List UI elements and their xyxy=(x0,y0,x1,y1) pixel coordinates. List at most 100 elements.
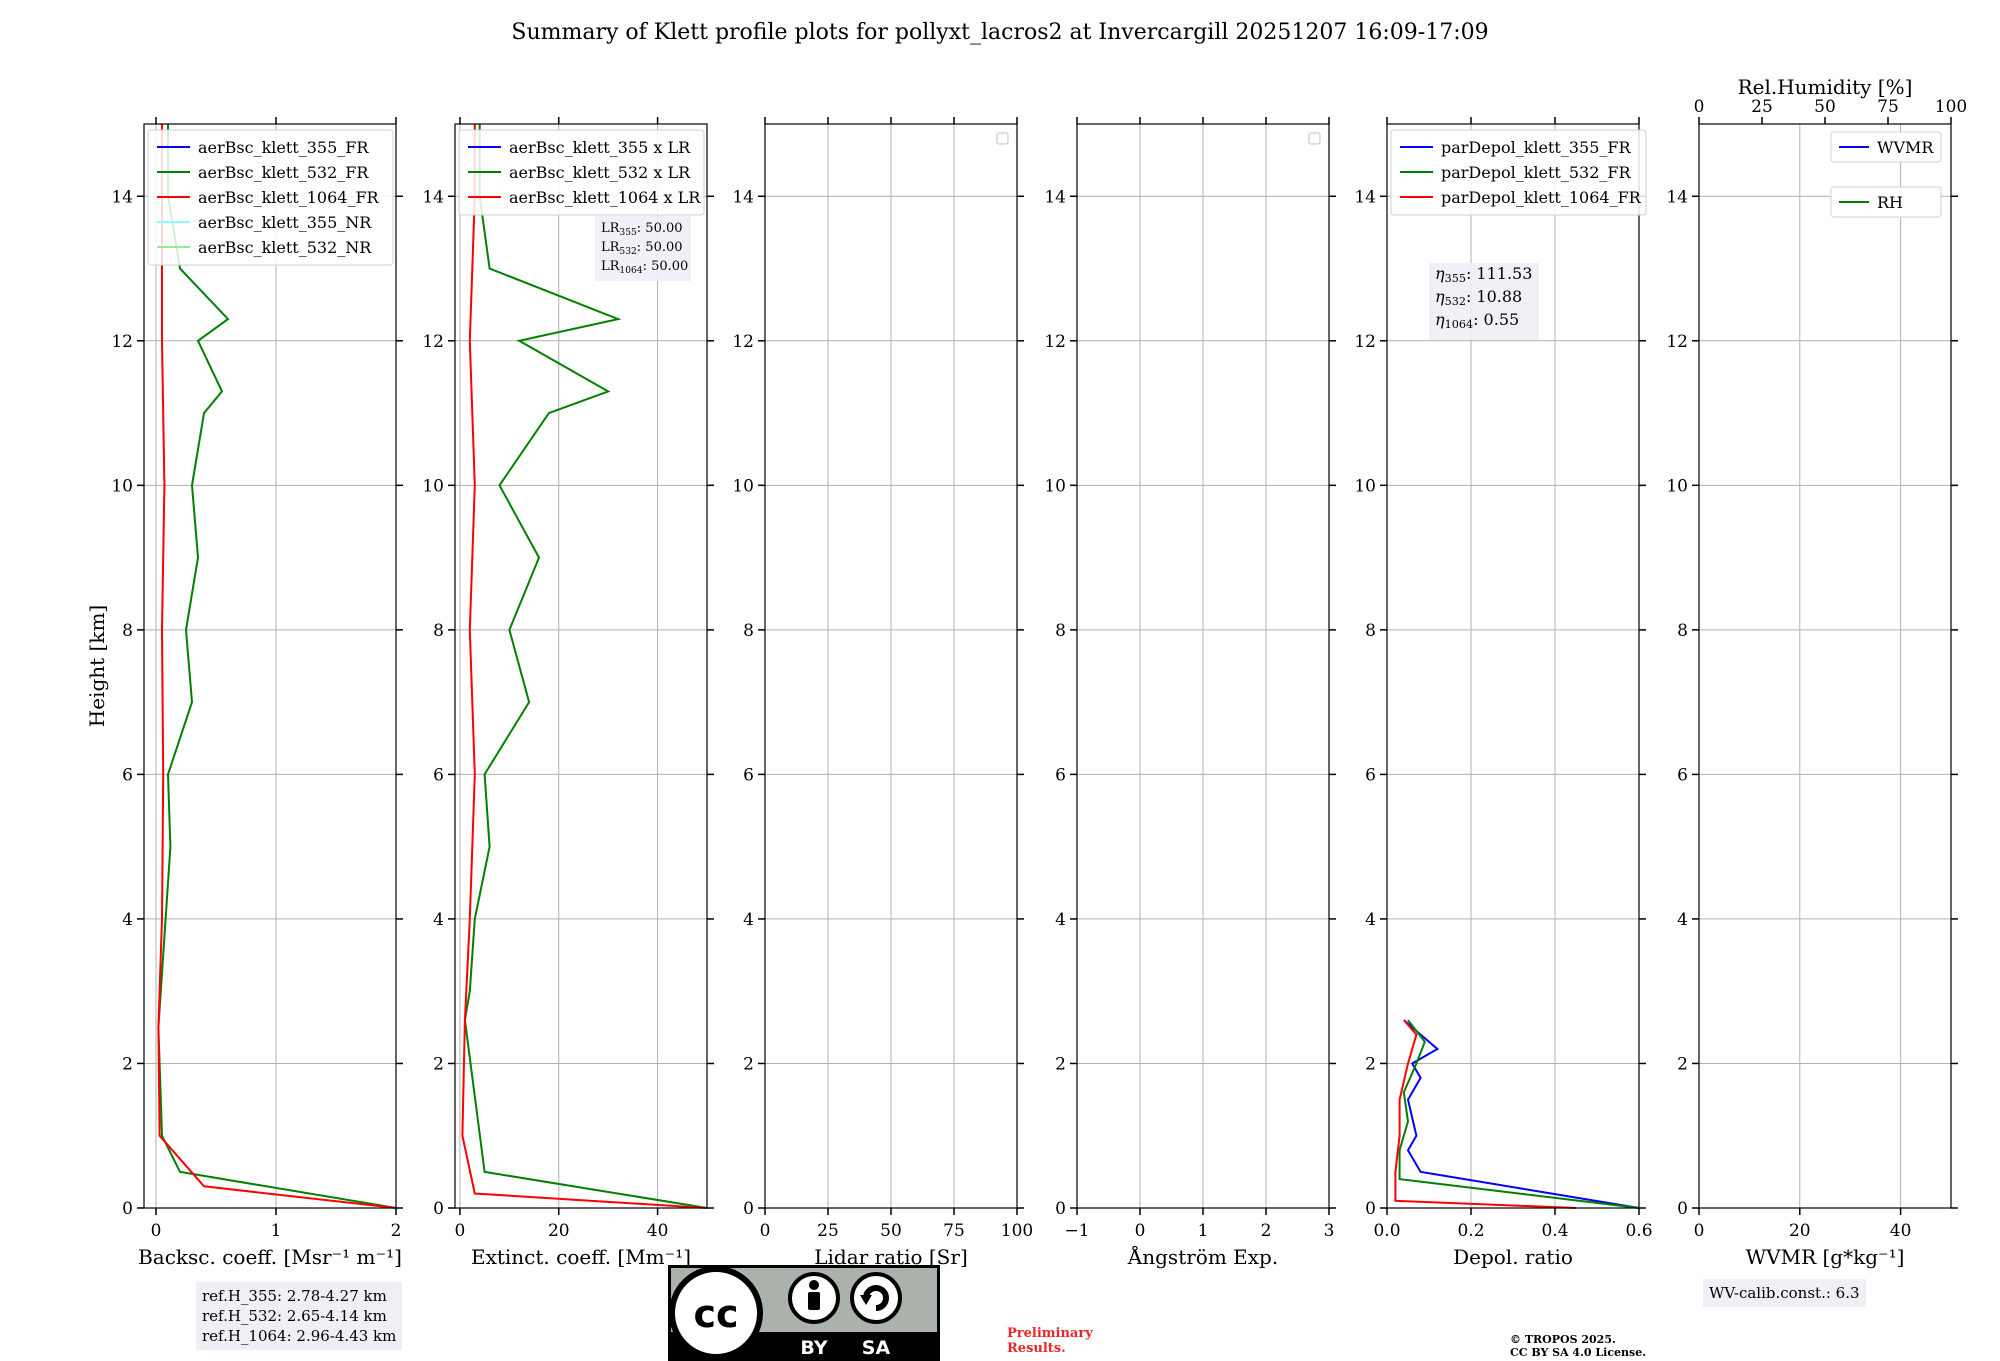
backscatter-ytick-label: 6 xyxy=(122,765,133,785)
backscatter-ytick-label: 0 xyxy=(122,1199,133,1219)
share-alike-arrow xyxy=(860,1295,872,1305)
extinction-ytick-label: 4 xyxy=(433,910,444,930)
depol-series-parDepol_klett_1064_FR xyxy=(1394,1019,1577,1209)
depol-axes-frame xyxy=(1386,123,1640,1209)
backscatter-xtick-label: 1 xyxy=(271,1221,282,1241)
extinction-ytick-label: 12 xyxy=(422,332,444,352)
angstrom-ytick-label: 4 xyxy=(1055,910,1066,930)
depol-ytick-label: 14 xyxy=(1354,187,1376,207)
angstrom-empty-legend-marker xyxy=(1308,132,1321,145)
extinction-ytick-label: 6 xyxy=(433,765,444,785)
depol-ytick-label: 0 xyxy=(1365,1199,1376,1219)
extinction-series-aerBsc_klett_532 x LR xyxy=(463,124,708,1209)
lidar_ratio-xtick-label: 100 xyxy=(1001,1221,1033,1241)
depol-ytick-label: 12 xyxy=(1354,332,1376,352)
lidar_ratio-ytick-label: 10 xyxy=(732,476,754,496)
backscatter-ytick-label: 10 xyxy=(111,476,133,496)
ref-height-532: ref.H_532: 2.65-4.14 km xyxy=(202,1307,387,1325)
backscatter-xtick-label: 0 xyxy=(151,1221,162,1241)
wvmr-top-xaxis-label: Rel.Humidity [%] xyxy=(1738,75,1913,99)
extinction-xtick-label: 20 xyxy=(548,1221,570,1241)
extinction-annotation-line: LR355: 50.00 xyxy=(601,221,683,238)
angstrom-xtick-label: 1 xyxy=(1198,1221,1209,1241)
wvmr-ytick-label: 0 xyxy=(1677,1199,1688,1219)
lidar_ratio-ytick-label: 2 xyxy=(743,1054,754,1074)
wvmr-axes-frame xyxy=(1698,123,1952,1209)
cc-circle-icon xyxy=(669,1266,763,1360)
wv-calibration-box: WV-calib.const.: 6.3 xyxy=(1703,1279,1866,1307)
angstrom-ytick-label: 10 xyxy=(1044,476,1066,496)
backscatter-legend-label: aerBsc_klett_1064_FR xyxy=(198,188,380,207)
wvmr-ytick-label: 2 xyxy=(1677,1054,1688,1074)
preliminary-results-note: Preliminary Results. xyxy=(1007,1326,1093,1356)
extinction-axes-frame xyxy=(454,123,708,1209)
backscatter-legend-label: aerBsc_klett_355_NR xyxy=(198,213,372,232)
depol-ytick-label: 2 xyxy=(1365,1054,1376,1074)
extinction-xaxis-label: Extinct. coeff. [Mm⁻¹] xyxy=(471,1245,691,1269)
yaxis-label: Height [km] xyxy=(85,605,109,727)
wvmr-legend-box xyxy=(1830,186,1942,218)
reference-heights-box: ref.H_355: 2.78-4.27 km ref.H_532: 2.65-… xyxy=(196,1282,403,1350)
extinction-annotation-line: LR532: 50.00 xyxy=(601,240,683,257)
wvmr-xtick-label: 40 xyxy=(1890,1221,1912,1241)
lidar_ratio-xtick-label: 0 xyxy=(760,1221,771,1241)
ref-height-1064: ref.H_1064: 2.96-4.43 km xyxy=(202,1327,397,1345)
lidar_ratio-ytick-label: 0 xyxy=(743,1199,754,1219)
extinction-ytick-label: 10 xyxy=(422,476,444,496)
lidar_ratio-ytick-label: 14 xyxy=(732,187,754,207)
backscatter-ytick-label: 14 xyxy=(111,187,133,207)
depol-annotation-line: η532: 10.88 xyxy=(1435,287,1522,308)
extinction-legend-box xyxy=(458,129,705,216)
lidar_ratio-ytick-label: 4 xyxy=(743,910,754,930)
depol-ytick-label: 10 xyxy=(1354,476,1376,496)
backscatter-ytick-label: 12 xyxy=(111,332,133,352)
angstrom-ytick-label: 2 xyxy=(1055,1054,1066,1074)
lidar_ratio-xtick-label: 75 xyxy=(943,1221,965,1241)
extinction-annotation-box xyxy=(595,216,691,281)
angstrom-xtick-label: 3 xyxy=(1324,1221,1335,1241)
angstrom-xtick-label: −1 xyxy=(1064,1221,1089,1241)
wvmr-xtick-label: 20 xyxy=(1789,1221,1811,1241)
wvmr-top-xtick-label: 75 xyxy=(1877,97,1899,117)
backscatter-xtick-label: 2 xyxy=(391,1221,402,1241)
depol-xtick-label: 0.4 xyxy=(1541,1221,1568,1241)
backscatter-ytick-label: 4 xyxy=(122,910,133,930)
depol-xtick-label: 0.2 xyxy=(1457,1221,1484,1241)
lidar_ratio-xtick-label: 25 xyxy=(817,1221,839,1241)
extinction-ytick-label: 14 xyxy=(422,187,444,207)
depol-xtick-label: 0.0 xyxy=(1373,1221,1400,1241)
extinction-xtick-label: 40 xyxy=(647,1221,669,1241)
share-alike-arc xyxy=(863,1285,889,1311)
wvmr-top-xtick-label: 50 xyxy=(1814,97,1836,117)
cc-text: cc xyxy=(693,1292,738,1336)
depol-series-parDepol_klett_532_FR xyxy=(1398,1019,1640,1209)
figure-title: Summary of Klett profile plots for polly… xyxy=(511,20,1489,45)
depol-legend-label: parDepol_klett_1064_FR xyxy=(1441,188,1642,207)
wvmr-ytick-label: 12 xyxy=(1666,332,1688,352)
depol-annotation-line: η1064: 0.55 xyxy=(1435,310,1519,331)
backscatter-legend-label: aerBsc_klett_355_FR xyxy=(198,138,369,157)
extinction-annotation-line: LR1064: 50.00 xyxy=(601,259,688,276)
wvmr-legend-label: RH xyxy=(1877,193,1903,212)
wvmr-top-xtick-label: 100 xyxy=(1935,97,1967,117)
backscatter-legend-label: aerBsc_klett_532_NR xyxy=(198,238,372,257)
backscatter-series-aerBsc_klett_1064_FR xyxy=(157,124,397,1209)
angstrom-ytick-label: 6 xyxy=(1055,765,1066,785)
share-alike-icon xyxy=(850,1272,902,1324)
depol-series-parDepol_klett_355_FR xyxy=(1403,1019,1640,1209)
wvmr-xaxis-label: WVMR [g*kg⁻¹] xyxy=(1746,1245,1905,1269)
extinction-ytick-label: 2 xyxy=(433,1054,444,1074)
angstrom-ytick-label: 0 xyxy=(1055,1199,1066,1219)
sa-label: SA xyxy=(862,1337,891,1359)
backscatter-axes-frame xyxy=(143,123,397,1209)
backscatter-series-aerBsc_klett_532_FR xyxy=(157,124,397,1209)
preliminary-line-1: Preliminary xyxy=(1007,1326,1093,1341)
angstrom-ytick-label: 8 xyxy=(1055,621,1066,641)
copyright-note: © TROPOS 2025. CC BY SA 4.0 License. xyxy=(1510,1333,1646,1359)
backscatter-ytick-label: 2 xyxy=(122,1054,133,1074)
preliminary-line-2: Results. xyxy=(1007,1341,1066,1356)
depol-ytick-label: 6 xyxy=(1365,765,1376,785)
depol-annotation-box xyxy=(1429,263,1539,340)
angstrom-xaxis-label: Ångström Exp. xyxy=(1127,1244,1278,1269)
